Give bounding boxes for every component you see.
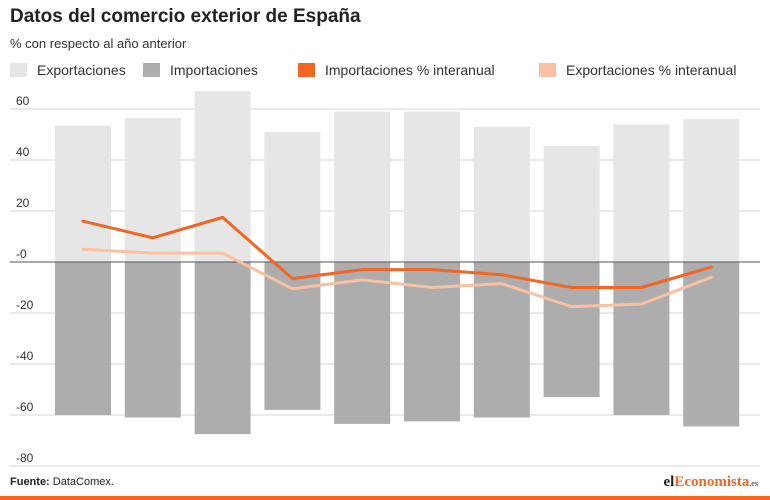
legend-item-exportaciones: Exportaciones [10,60,126,80]
bar-exportaciones [264,131,321,262]
legend-label-exportaciones: Exportaciones [37,62,126,78]
source-note: Fuente: DataComex. [10,476,114,488]
legend-label-importaciones: Importaciones [170,62,258,78]
bar-importaciones [194,262,251,435]
brand-logo: elEconomista.es [664,474,759,491]
chart-legend: Exportaciones Importaciones Importacione… [10,60,770,80]
source-value: DataComex. [52,476,114,488]
bar-exportaciones [613,124,670,262]
bottom-accent-bar [0,496,770,500]
legend-swatch-exportaciones [10,63,27,77]
legend-swatch-exportaciones-interanual [539,63,556,77]
legend-swatch-importaciones [143,63,160,77]
y-tick-label: 60 [16,94,30,108]
line-exportaciones-interanual [81,247,713,309]
bar-exportaciones [404,111,460,262]
chart-title: Datos del comercio exterior de España [10,6,361,27]
y-tick-label: -20 [16,298,34,312]
legend-item-exportaciones-interanual: Exportaciones % interanual [539,60,736,80]
legend-item-importaciones: Importaciones [143,60,258,80]
y-tick-label: -0 [16,247,27,261]
bar-exportaciones [473,126,530,262]
bar-importaciones [264,262,321,410]
bar-exportaciones [334,111,391,262]
bar-importaciones [124,262,181,418]
logo-prefix: el [663,474,675,490]
bar-importaciones [473,262,530,418]
y-tick-label: -60 [16,400,34,414]
bar-exportaciones [543,145,600,262]
bar-exportaciones [124,117,181,262]
bar-importaciones [543,262,600,398]
y-tick-label: -80 [16,451,34,465]
chart-subtitle: % con respecto al año anterior [10,36,187,51]
legend-label-exportaciones-interanual: Exportaciones % interanual [566,62,737,78]
logo-accent: Economista [674,474,750,490]
y-tick-label: 20 [16,196,30,210]
bar-importaciones [334,262,391,424]
y-tick-label: -40 [16,349,34,363]
legend-item-importaciones-interanual: Importaciones % interanual [298,60,495,80]
logo-suffix: .es [749,479,758,488]
bar-importaciones [683,262,740,427]
source-label: Fuente: [10,476,50,488]
bar-exportaciones [55,125,111,262]
bar-importaciones [55,262,111,415]
line-importaciones-interanual [81,215,713,289]
bar-exportaciones [683,119,740,262]
y-tick-label: 40 [16,145,30,159]
bar-importaciones [613,262,670,415]
legend-label-importaciones-interanual: Importaciones % interanual [325,62,495,78]
legend-swatch-importaciones-interanual [298,63,315,77]
